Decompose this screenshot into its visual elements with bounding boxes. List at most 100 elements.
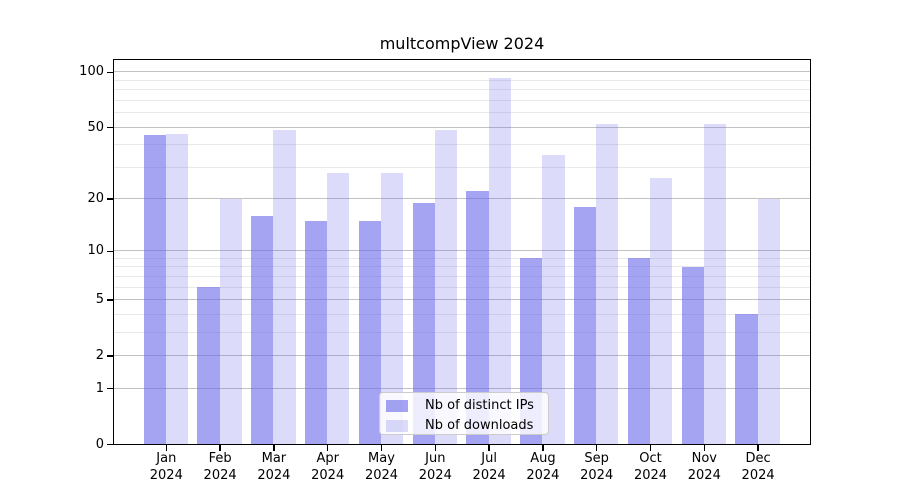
- legend-entry-downloads: Nb of downloads: [386, 417, 548, 434]
- x-tick-mark: [596, 444, 598, 451]
- y-tick-label: 0: [95, 436, 104, 452]
- y-tick-mark: [106, 71, 113, 74]
- y-gridline-major: [113, 250, 810, 252]
- legend-swatch-downloads: [386, 419, 408, 432]
- x-tick-label-year: 2024: [257, 467, 291, 483]
- y-gridline-major: [113, 126, 810, 128]
- x-tick-mark: [273, 444, 275, 451]
- x-tick-label: Dec 2024: [726, 451, 790, 484]
- y-tick-label: 10: [87, 243, 104, 259]
- x-tick-label: Jun 2024: [403, 451, 467, 484]
- x-tick-mark: [488, 444, 490, 451]
- y-tick-label: 2: [95, 347, 104, 363]
- y-tick-label: 50: [87, 119, 104, 135]
- bar-distinct-ips: [681, 266, 704, 444]
- plot-area: [112, 58, 811, 445]
- bar-downloads: [327, 172, 350, 444]
- x-tick-label: Sep 2024: [565, 451, 629, 484]
- x-tick-label-year: 2024: [580, 467, 614, 483]
- y-gridline-minor: [113, 266, 810, 268]
- bar-downloads: [650, 178, 673, 444]
- y-gridline-minor: [113, 275, 810, 277]
- y-gridline-major: [113, 299, 810, 301]
- y-tick-label: 20: [87, 191, 104, 207]
- y-gridline-minor: [113, 144, 810, 146]
- y-gridline-minor: [113, 286, 810, 288]
- bar-downloads: [165, 133, 189, 444]
- legend-label-downloads: Nb of downloads: [425, 418, 534, 433]
- bar-downloads: [434, 130, 458, 444]
- y-gridline-minor: [113, 99, 810, 101]
- bar-downloads: [596, 123, 619, 444]
- x-tick-label-year: 2024: [203, 467, 237, 483]
- y-gridline-minor: [113, 257, 810, 259]
- x-tick-mark: [327, 444, 329, 451]
- y-tick-label: 1: [95, 380, 104, 396]
- x-tick-label-year: 2024: [311, 467, 345, 483]
- bar-distinct-ips: [735, 314, 758, 444]
- x-tick-label: Jul 2024: [457, 451, 521, 484]
- y-tick-label: 100: [79, 64, 104, 80]
- bar-distinct-ips: [573, 206, 597, 444]
- y-gridline-minor: [113, 79, 810, 81]
- x-tick-label-year: 2024: [149, 467, 183, 483]
- x-tick-mark: [542, 444, 544, 451]
- bar-distinct-ips: [627, 258, 650, 444]
- x-tick-label-year: 2024: [633, 467, 668, 483]
- bar-downloads: [703, 123, 727, 444]
- y-gridline-minor: [113, 112, 810, 114]
- legend: Nb of distinct IPs Nb of downloads: [379, 392, 549, 435]
- x-tick-label-year: 2024: [472, 467, 506, 483]
- legend-entry-distinct-ips: Nb of distinct IPs: [386, 397, 548, 414]
- bar-downloads: [757, 198, 780, 444]
- y-gridline-minor: [113, 166, 810, 168]
- y-tick-mark: [106, 355, 113, 357]
- y-gridline-major: [113, 198, 810, 200]
- x-tick-label-year: 2024: [418, 467, 452, 483]
- y-tick-mark: [106, 250, 113, 252]
- y-tick-mark: [106, 387, 113, 390]
- x-tick-mark: [434, 444, 436, 451]
- y-tick-label: 5: [95, 292, 104, 308]
- y-gridline-major: [113, 387, 810, 389]
- bar-downloads: [488, 77, 511, 444]
- x-tick-label-year: 2024: [741, 467, 775, 483]
- bar-distinct-ips: [304, 220, 328, 444]
- x-tick-mark: [649, 444, 652, 451]
- x-tick-label: Oct 2024: [619, 451, 683, 484]
- bar-downloads: [381, 172, 404, 444]
- bar-downloads: [219, 198, 242, 444]
- legend-label-distinct-ips: Nb of distinct IPs: [425, 398, 534, 413]
- x-tick-label-year: 2024: [364, 467, 399, 483]
- x-tick-label-year: 2024: [687, 467, 721, 483]
- y-gridline-major: [113, 71, 810, 73]
- bar-distinct-ips: [466, 191, 489, 444]
- x-tick-label-year: 2024: [526, 467, 560, 483]
- x-tick-mark: [219, 444, 221, 451]
- y-tick-mark: [106, 198, 113, 200]
- chart-title: multcompView 2024: [379, 34, 545, 53]
- bar-distinct-ips: [197, 287, 220, 444]
- y-gridline-major: [113, 354, 810, 356]
- bar-distinct-ips: [358, 220, 381, 444]
- x-tick-label: May 2024: [350, 451, 414, 484]
- y-gridline-minor: [113, 89, 810, 91]
- legend-swatch-distinct-ips: [386, 399, 408, 412]
- x-tick-label: Feb 2024: [188, 451, 252, 484]
- y-tick-mark: [106, 126, 113, 129]
- bar-distinct-ips: [143, 135, 166, 444]
- y-tick-mark: [106, 443, 113, 446]
- x-tick-mark: [703, 444, 705, 451]
- x-tick-mark: [165, 444, 167, 451]
- y-gridline-minor: [113, 331, 810, 333]
- x-tick-label: Apr 2024: [296, 451, 360, 484]
- bar-downloads: [273, 130, 296, 444]
- y-tick-mark: [106, 299, 113, 301]
- x-tick-mark: [380, 444, 383, 451]
- bar-distinct-ips: [412, 202, 435, 444]
- bar-distinct-ips: [251, 215, 274, 444]
- x-tick-label: Jan 2024: [134, 451, 198, 484]
- x-tick-label: Mar 2024: [242, 451, 306, 484]
- x-tick-label: Nov 2024: [672, 451, 736, 484]
